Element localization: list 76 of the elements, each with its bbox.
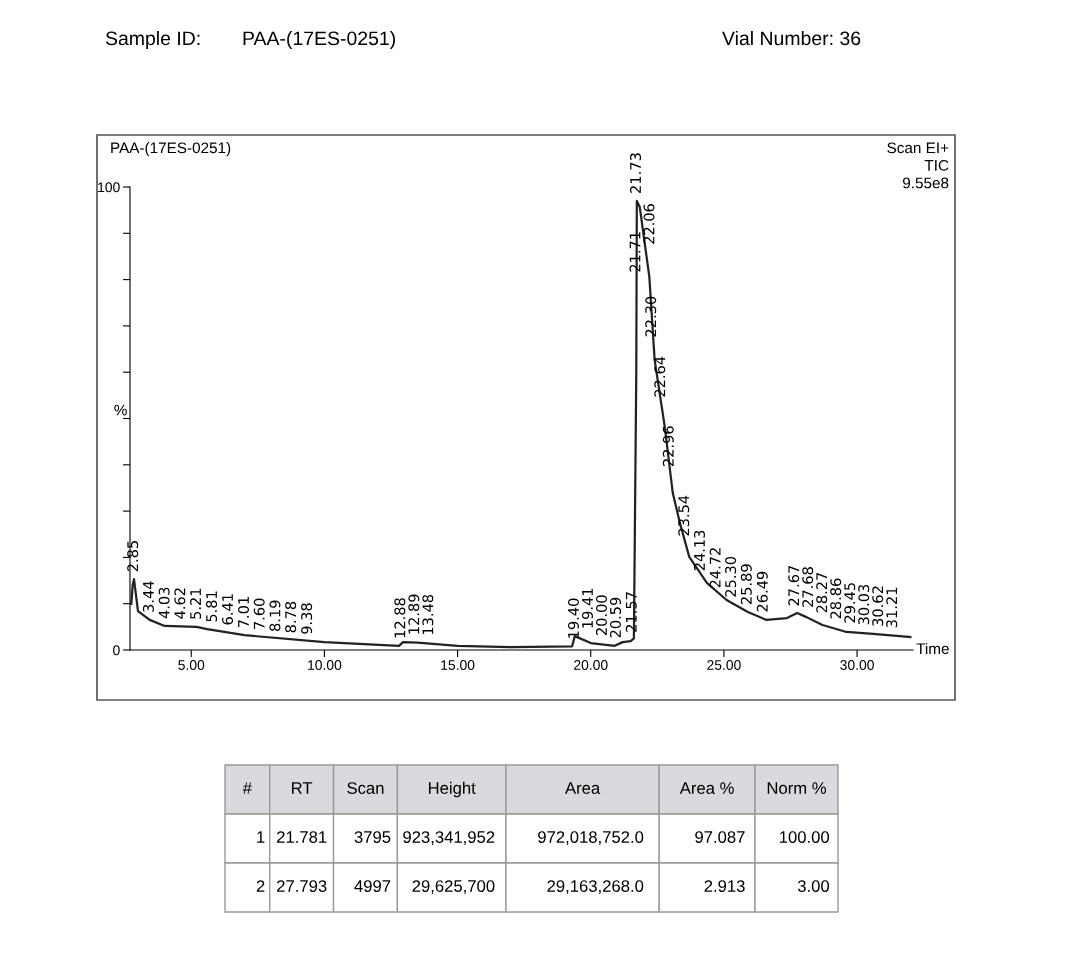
annotation: 20.59	[609, 597, 621, 638]
annotation: 5.21	[190, 588, 202, 619]
annotation: 21.57	[625, 592, 637, 632]
text: 3.00	[797, 880, 830, 892]
annotation: 30.03	[858, 584, 870, 625]
annotation: 7.60	[253, 598, 265, 629]
annotation: 4.03	[158, 587, 170, 619]
annotation: 30.62	[872, 586, 884, 626]
text: 3795	[354, 831, 391, 843]
annotation: 19.41	[581, 588, 593, 628]
annotation: 12.88	[394, 598, 406, 638]
annotation: 21.71	[629, 232, 641, 272]
annotation: 8.78	[285, 601, 297, 633]
y-axis-title: %	[114, 404, 127, 416]
text: 1	[257, 831, 265, 843]
annotation: 21.73	[630, 153, 642, 193]
x-tick-label: 5.00	[178, 660, 205, 670]
category-label: RT	[292, 782, 313, 794]
annotation: 28.27	[816, 572, 828, 613]
annotation: 22.06	[643, 204, 655, 244]
y-tick-label: 0	[113, 645, 120, 656]
annotation: 27.67	[788, 565, 800, 606]
x-axis-title: Time	[916, 642, 949, 655]
text: Sample ID:	[105, 30, 200, 50]
annotation: 6.41	[222, 594, 234, 625]
annotation: Scan EI+ TIC 9.55e8	[887, 142, 949, 189]
annotation: 4.62	[174, 588, 186, 619]
annotation: 19.40	[567, 598, 579, 638]
annotation: 12.89	[408, 594, 420, 634]
annotation: 24.13	[693, 530, 705, 571]
annotation: 29.45	[844, 583, 856, 623]
annotation: 2.85	[127, 541, 139, 572]
annotation: 22.64	[654, 356, 666, 397]
x-tick-label: 25.00	[707, 660, 741, 670]
annotation: 20.00	[595, 595, 607, 636]
text: 2.913	[704, 880, 745, 892]
x-tick-label: 10.00	[308, 660, 342, 670]
annotation: 31.21	[886, 587, 898, 628]
category-label: #	[242, 782, 252, 794]
annotation: 22.96	[662, 426, 674, 467]
text: 923,341,952	[403, 831, 495, 845]
text: 97.087	[695, 831, 745, 843]
x-tick-label: 30.00	[840, 660, 874, 670]
category-label: Area	[565, 782, 601, 794]
text: 4997	[354, 880, 391, 892]
y-tick-label: 100	[98, 182, 120, 193]
annotation: 23.54	[678, 495, 690, 536]
annotation: 9.38	[301, 603, 313, 634]
text: PAA-(17ES-0251)	[243, 30, 395, 50]
category-label: Height	[428, 781, 476, 798]
text: 21.781	[277, 831, 327, 843]
annotation: 27.68	[802, 567, 814, 607]
text: 29,625,700	[412, 880, 495, 894]
annotation: 5.81	[206, 591, 218, 622]
text: Vial Number: 36	[722, 30, 861, 46]
annotation: 8.19	[269, 600, 281, 631]
text: 2	[256, 880, 265, 892]
text: 29,163,268.0	[547, 880, 644, 894]
annotation: 22.30	[645, 296, 657, 337]
category-label: Area %	[679, 782, 734, 794]
annotation: 25.89	[740, 564, 752, 605]
chart-title: PAA-(17ES-0251)	[111, 142, 231, 157]
annotation: 25.30	[725, 556, 737, 597]
annotation: 24.72	[709, 548, 721, 588]
annotation: 28.86	[830, 578, 842, 619]
annotation: 13.48	[422, 594, 434, 635]
category-label: Scan	[347, 782, 384, 794]
text: 972,018,752.0	[538, 831, 644, 845]
category-label: Norm %	[767, 782, 826, 794]
text: 27.793	[277, 880, 327, 892]
annotation: 3.44	[142, 581, 154, 612]
annotation: 7.01	[237, 597, 250, 628]
annotation: 26.49	[756, 571, 768, 612]
text: 100.00	[780, 831, 830, 843]
x-tick-label: 20.00	[574, 660, 608, 670]
x-tick-label: 15.00	[441, 660, 475, 670]
